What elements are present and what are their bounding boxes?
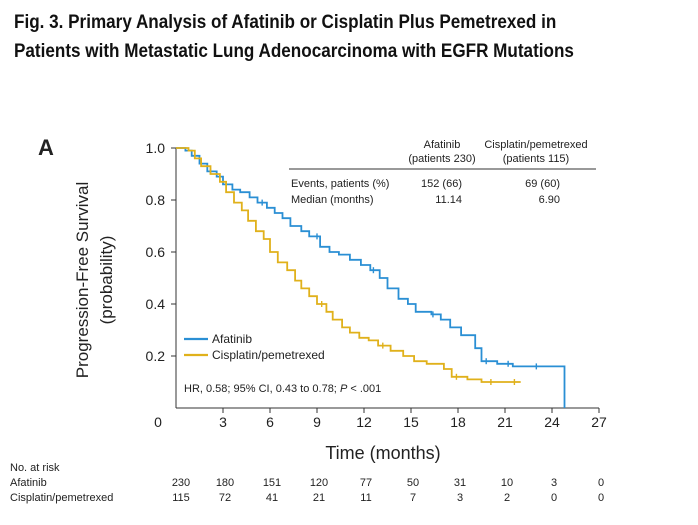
risk-table-title: No. at risk	[10, 462, 60, 474]
y-tick-label: 0.2	[146, 348, 166, 364]
p-value: < .001	[347, 383, 381, 395]
risk-value: 120	[310, 477, 328, 489]
risk-value: 3	[551, 477, 557, 489]
y-tick-label: 0.8	[146, 192, 166, 208]
summary-col-cisplatin-header-1: Cisplatin/pemetrexed	[484, 139, 587, 151]
risk-value: 3	[457, 492, 463, 504]
summary-col-cisplatin-header-2: (patients 115)	[503, 153, 569, 165]
risk-value: 11	[360, 492, 371, 504]
y-axis-title-line-2: (probability)	[97, 236, 116, 325]
risk-value: 0	[598, 477, 604, 489]
y-tick-label: 0.4	[146, 296, 166, 312]
risk-values: 230 180 151 120 77 50 31 10 3 0 115 72 41 21 11 7 3 2 0 0	[172, 477, 604, 504]
legend-label-cisplatin: Cisplatin/pemetrexed	[212, 348, 325, 362]
summary-table: Afatinib (patients 230) Cisplatin/pemetr…	[289, 139, 596, 206]
series-line-afatinib	[176, 147, 566, 408]
risk-value: 31	[454, 477, 466, 489]
y-axis-title-line-1: Progression-Free Survival	[73, 182, 92, 379]
risk-value: 41	[266, 492, 278, 504]
x-tick-label: 24	[544, 414, 560, 430]
y-tick-label: 0.6	[146, 244, 166, 260]
axes: 0.2 0.4 0.6 0.8 1.0 0 3 6 9 12 15 18 21 24 27	[146, 140, 607, 430]
series-layer	[176, 147, 566, 408]
risk-row-label-afatinib: Afatinib	[10, 477, 47, 489]
risk-value: 180	[216, 477, 234, 489]
risk-value: 0	[598, 492, 604, 504]
risk-value: 21	[313, 492, 325, 504]
y-tick-label: 1.0	[146, 140, 166, 156]
risk-value: 115	[172, 492, 190, 504]
risk-value: 50	[407, 477, 419, 489]
figure-title-line-2: Patients with Metastatic Lung Adenocarci…	[14, 41, 574, 62]
summary-col-afatinib-header-2: (patients 230)	[408, 153, 475, 165]
origin-tick-label: 0	[154, 414, 162, 430]
x-tick-label: 9	[313, 414, 321, 430]
figure-title-line-1: Fig. 3. Primary Analysis of Afatinib or …	[14, 12, 557, 33]
summary-row-cisplatin-value: 6.90	[539, 194, 560, 206]
hr-annotation: HR, 0.58; 95% CI, 0.43 to 0.78; P < .001	[184, 383, 381, 395]
risk-value: 230	[172, 477, 190, 489]
x-tick-label: 3	[219, 414, 227, 430]
panel-label: A	[38, 135, 54, 160]
x-tick-label: 27	[591, 414, 607, 430]
legend-label-afatinib: Afatinib	[212, 332, 252, 346]
risk-value: 77	[360, 477, 372, 489]
summary-row-afatinib-value: 152 (66)	[421, 178, 462, 190]
risk-value: 151	[263, 477, 281, 489]
summary-col-afatinib-header-1: Afatinib	[424, 139, 461, 151]
x-tick-label: 18	[450, 414, 466, 430]
summary-row-label: Median (months)	[291, 194, 374, 206]
risk-row-label-cisplatin: Cisplatin/pemetrexed	[10, 492, 113, 504]
legend: Afatinib Cisplatin/pemetrexed	[184, 332, 325, 362]
risk-value: 0	[551, 492, 557, 504]
y-axis-title: Progression-Free Survival (probability)	[73, 182, 116, 379]
risk-value: 10	[501, 477, 513, 489]
risk-value: 72	[219, 492, 231, 504]
risk-table: No. at risk Afatinib Cisplatin/pemetrexe…	[10, 462, 604, 504]
risk-value: 2	[504, 492, 510, 504]
summary-row-cisplatin-value: 69 (60)	[525, 178, 560, 190]
summary-row-label: Events, patients (%)	[291, 178, 389, 190]
summary-row-afatinib-value: 11.14	[435, 194, 462, 206]
figure-title: Fig. 3. Primary Analysis of Afatinib or …	[14, 8, 622, 66]
hr-text: HR, 0.58; 95% CI, 0.43 to 0.78;	[184, 383, 340, 395]
x-tick-label: 12	[356, 414, 372, 430]
series-line-cisplatin	[176, 147, 521, 383]
x-tick-label: 15	[403, 414, 419, 430]
p-label: P	[340, 383, 348, 395]
x-tick-label: 21	[497, 414, 513, 430]
x-tick-label: 6	[266, 414, 274, 430]
x-axis-title: Time (months)	[325, 443, 440, 463]
risk-value: 7	[410, 492, 416, 504]
